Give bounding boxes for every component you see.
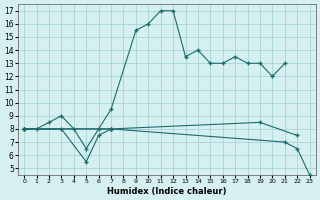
X-axis label: Humidex (Indice chaleur): Humidex (Indice chaleur) [107, 187, 227, 196]
